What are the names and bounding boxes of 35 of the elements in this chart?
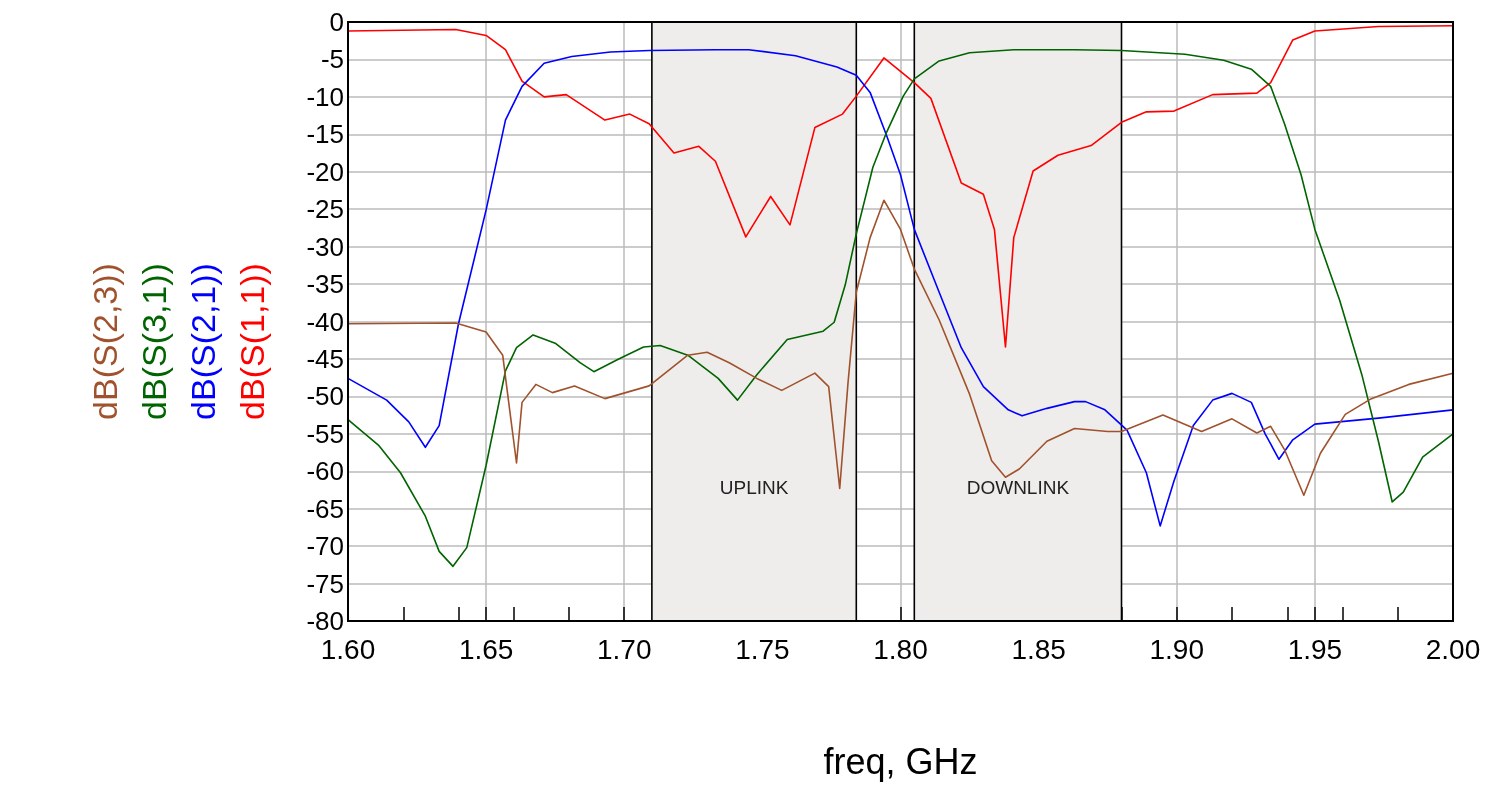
y-tick-label: -70 <box>306 531 344 562</box>
x-tick-label: 2.00 <box>1425 633 1481 665</box>
y-tick-label: -30 <box>306 231 344 262</box>
text: dB(S(2,1)) <box>184 263 222 420</box>
x-axis-title: freq, GHz <box>823 740 978 782</box>
y-tick-label: -60 <box>306 456 344 487</box>
band-label: DOWNLINK <box>966 476 1070 498</box>
y-tick-label: -80 <box>306 606 344 636</box>
line-series <box>347 24 1454 348</box>
y-tick-label: -50 <box>306 381 344 412</box>
x-tick-label: 1.70 <box>597 633 652 665</box>
y-tick-label: -25 <box>306 194 344 225</box>
x-tick-label: 1.85 <box>1011 633 1066 665</box>
x-tick-label: 1.95 <box>1287 633 1343 665</box>
y-tick-label: -10 <box>306 81 344 112</box>
x-tick-label: 1.60 <box>320 633 376 665</box>
x-tick-label: 1.90 <box>1149 633 1204 665</box>
y-tick-label: -35 <box>306 269 344 300</box>
line-series <box>347 199 1454 497</box>
y-tick-label: -75 <box>306 568 344 599</box>
y-tick-label: 0 <box>329 7 344 37</box>
y-tick-label: -20 <box>306 156 344 187</box>
x-tick-label: 1.80 <box>873 633 928 665</box>
y-tick-label: -45 <box>306 343 344 374</box>
x-tick-label: 1.65 <box>458 633 514 665</box>
y-tick-label: -15 <box>306 119 344 150</box>
y-tick-label: -55 <box>306 418 344 449</box>
y-tick-label: -65 <box>306 493 344 524</box>
text: dB(S(3,1)) <box>135 263 173 420</box>
y-tick-label: -40 <box>306 306 344 337</box>
band-label: UPLINK <box>719 476 789 498</box>
x-tick-label: 1.75 <box>735 633 790 665</box>
text: dB(S(1,1)) <box>233 263 271 420</box>
text: dB(S(2,3)) <box>86 263 124 420</box>
y-tick-label: -5 <box>320 44 344 75</box>
